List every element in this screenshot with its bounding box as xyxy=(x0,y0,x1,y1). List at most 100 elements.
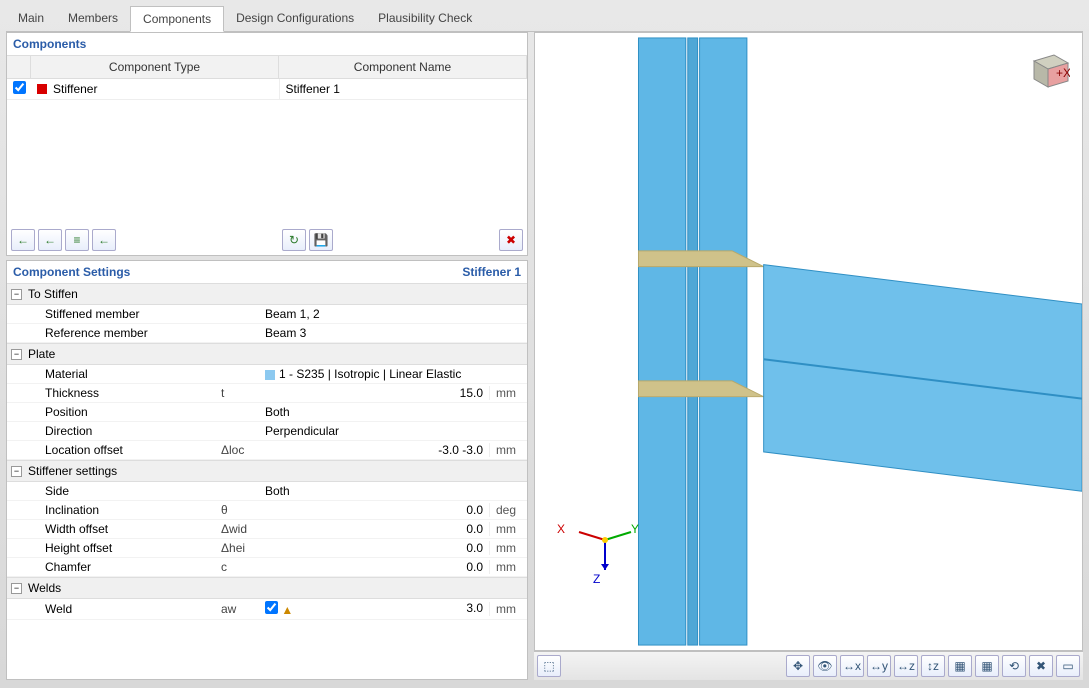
toolbar-button[interactable]: ⟲ xyxy=(1002,655,1026,677)
property-symbol: t xyxy=(221,386,265,400)
group-header[interactable]: −Stiffener settings xyxy=(7,460,527,482)
toolbar-button[interactable]: 💾 xyxy=(309,229,333,251)
settings-panel: Component Settings Stiffener 1 −To Stiff… xyxy=(6,260,528,680)
group-header[interactable]: −To Stiffen xyxy=(7,283,527,305)
tab-plausibility[interactable]: Plausibility Check xyxy=(366,6,484,31)
expand-icon[interactable]: − xyxy=(11,289,22,300)
property-row[interactable]: Height offset Δhei 0.0 mm xyxy=(7,539,527,558)
property-symbol: Δwid xyxy=(221,522,265,536)
orientation-cube[interactable]: +X xyxy=(1024,45,1070,91)
group-title: Stiffener settings xyxy=(28,464,117,478)
toolbar-button[interactable]: ↕z xyxy=(921,655,945,677)
property-label: Width offset xyxy=(41,522,221,536)
property-value[interactable]: ▲3.0 xyxy=(265,601,489,617)
toolbar-button[interactable]: ≡ xyxy=(65,229,89,251)
axis-triad: X Y Z xyxy=(585,530,655,600)
property-unit: mm xyxy=(489,386,527,400)
property-value[interactable]: -3.0 -3.0 xyxy=(265,443,489,457)
property-label: Stiffened member xyxy=(41,307,221,321)
tab-components[interactable]: Components xyxy=(130,6,224,32)
property-row[interactable]: Side Both xyxy=(7,482,527,501)
group-title: Plate xyxy=(28,347,55,361)
viewport-toolbar: ⬚ ✥👁↔x↔y↔z↕z▦▦⟲✖▭ xyxy=(534,651,1083,680)
toolbar-button[interactable]: ▭ xyxy=(1056,655,1080,677)
toolbar-button[interactable]: ✖ xyxy=(499,229,523,251)
property-row[interactable]: Stiffened member Beam 1, 2 xyxy=(7,305,527,324)
property-label: Chamfer xyxy=(41,560,221,574)
toolbar-button[interactable]: ← xyxy=(92,229,116,251)
toolbar-button[interactable]: ✖ xyxy=(1029,655,1053,677)
property-row[interactable]: Inclination θ 0.0 deg xyxy=(7,501,527,520)
expand-icon[interactable]: − xyxy=(11,583,22,594)
property-row[interactable]: Thickness t 15.0 mm xyxy=(7,384,527,403)
property-value[interactable]: Both xyxy=(265,405,489,419)
col-type: Component Type xyxy=(31,56,279,78)
settings-title: Component Settings xyxy=(13,265,130,279)
toolbar-button[interactable]: ↔z xyxy=(894,655,918,677)
property-value[interactable]: 0.0 xyxy=(265,541,489,555)
property-row[interactable]: Chamfer c 0.0 mm xyxy=(7,558,527,577)
property-value[interactable]: 0.0 xyxy=(265,522,489,536)
toolbar-button[interactable]: ✥ xyxy=(786,655,810,677)
property-label: Side xyxy=(41,484,221,498)
col-name: Component Name xyxy=(279,56,527,78)
weld-check[interactable] xyxy=(265,601,278,614)
property-symbol: Δloc xyxy=(221,443,265,457)
property-value[interactable]: 0.0 xyxy=(265,560,489,574)
property-unit: mm xyxy=(489,541,527,555)
property-label: Inclination xyxy=(41,503,221,517)
expand-icon[interactable]: − xyxy=(11,349,22,360)
property-symbol: aw xyxy=(221,602,265,616)
property-value[interactable]: Both xyxy=(265,484,489,498)
tab-members[interactable]: Members xyxy=(56,6,130,31)
property-row[interactable]: Reference member Beam 3 xyxy=(7,324,527,343)
main-tabs: Main Members Components Design Configura… xyxy=(6,6,1083,32)
group-title: Welds xyxy=(28,581,61,595)
property-value[interactable]: 1 - S235 | Isotropic | Linear Elastic xyxy=(265,367,489,381)
property-row[interactable]: Weld aw ▲3.0 mm xyxy=(7,599,527,620)
property-row[interactable]: Location offset Δloc -3.0 -3.0 mm xyxy=(7,441,527,460)
property-unit: mm xyxy=(489,602,527,616)
component-checkbox[interactable] xyxy=(13,81,26,94)
toolbar-button[interactable]: 👁 xyxy=(813,655,837,677)
property-label: Reference member xyxy=(41,326,221,340)
property-symbol: θ xyxy=(221,503,265,517)
property-label: Weld xyxy=(41,602,221,616)
property-value[interactable]: Perpendicular xyxy=(265,424,489,438)
toolbar-button[interactable]: ⬚ xyxy=(537,655,561,677)
components-panel: Components Component Type Component Name… xyxy=(6,32,528,256)
property-value[interactable]: 15.0 xyxy=(265,386,489,400)
viewport-3d[interactable]: +X X Y Z xyxy=(534,32,1083,651)
property-symbol: Δhei xyxy=(221,541,265,555)
svg-text:+X: +X xyxy=(1056,66,1070,80)
toolbar-button[interactable]: ← xyxy=(11,229,35,251)
component-row[interactable]: Stiffener Stiffener 1 xyxy=(7,79,527,100)
tab-design[interactable]: Design Configurations xyxy=(224,6,366,31)
property-row[interactable]: Width offset Δwid 0.0 mm xyxy=(7,520,527,539)
property-value[interactable]: Beam 3 xyxy=(265,326,489,340)
toolbar-button[interactable]: ← xyxy=(38,229,62,251)
property-label: Material xyxy=(41,367,221,381)
settings-subtitle: Stiffener 1 xyxy=(462,265,521,279)
property-value[interactable]: Beam 1, 2 xyxy=(265,307,489,321)
property-row[interactable]: Direction Perpendicular xyxy=(7,422,527,441)
group-header[interactable]: −Plate xyxy=(7,343,527,365)
property-symbol: c xyxy=(221,560,265,574)
property-label: Thickness xyxy=(41,386,221,400)
property-unit: deg xyxy=(489,503,527,517)
property-label: Direction xyxy=(41,424,221,438)
property-label: Location offset xyxy=(41,443,221,457)
group-header[interactable]: −Welds xyxy=(7,577,527,599)
expand-icon[interactable]: − xyxy=(11,466,22,477)
toolbar-button[interactable]: ↔x xyxy=(840,655,864,677)
property-row[interactable]: Position Both xyxy=(7,403,527,422)
toolbar-button[interactable]: ↻ xyxy=(282,229,306,251)
toolbar-button[interactable]: ↔y xyxy=(867,655,891,677)
toolbar-button[interactable]: ▦ xyxy=(975,655,999,677)
toolbar-button[interactable]: ▦ xyxy=(948,655,972,677)
property-label: Position xyxy=(41,405,221,419)
components-title: Components xyxy=(7,33,527,55)
property-value[interactable]: 0.0 xyxy=(265,503,489,517)
tab-main[interactable]: Main xyxy=(6,6,56,31)
property-row[interactable]: Material 1 - S235 | Isotropic | Linear E… xyxy=(7,365,527,384)
